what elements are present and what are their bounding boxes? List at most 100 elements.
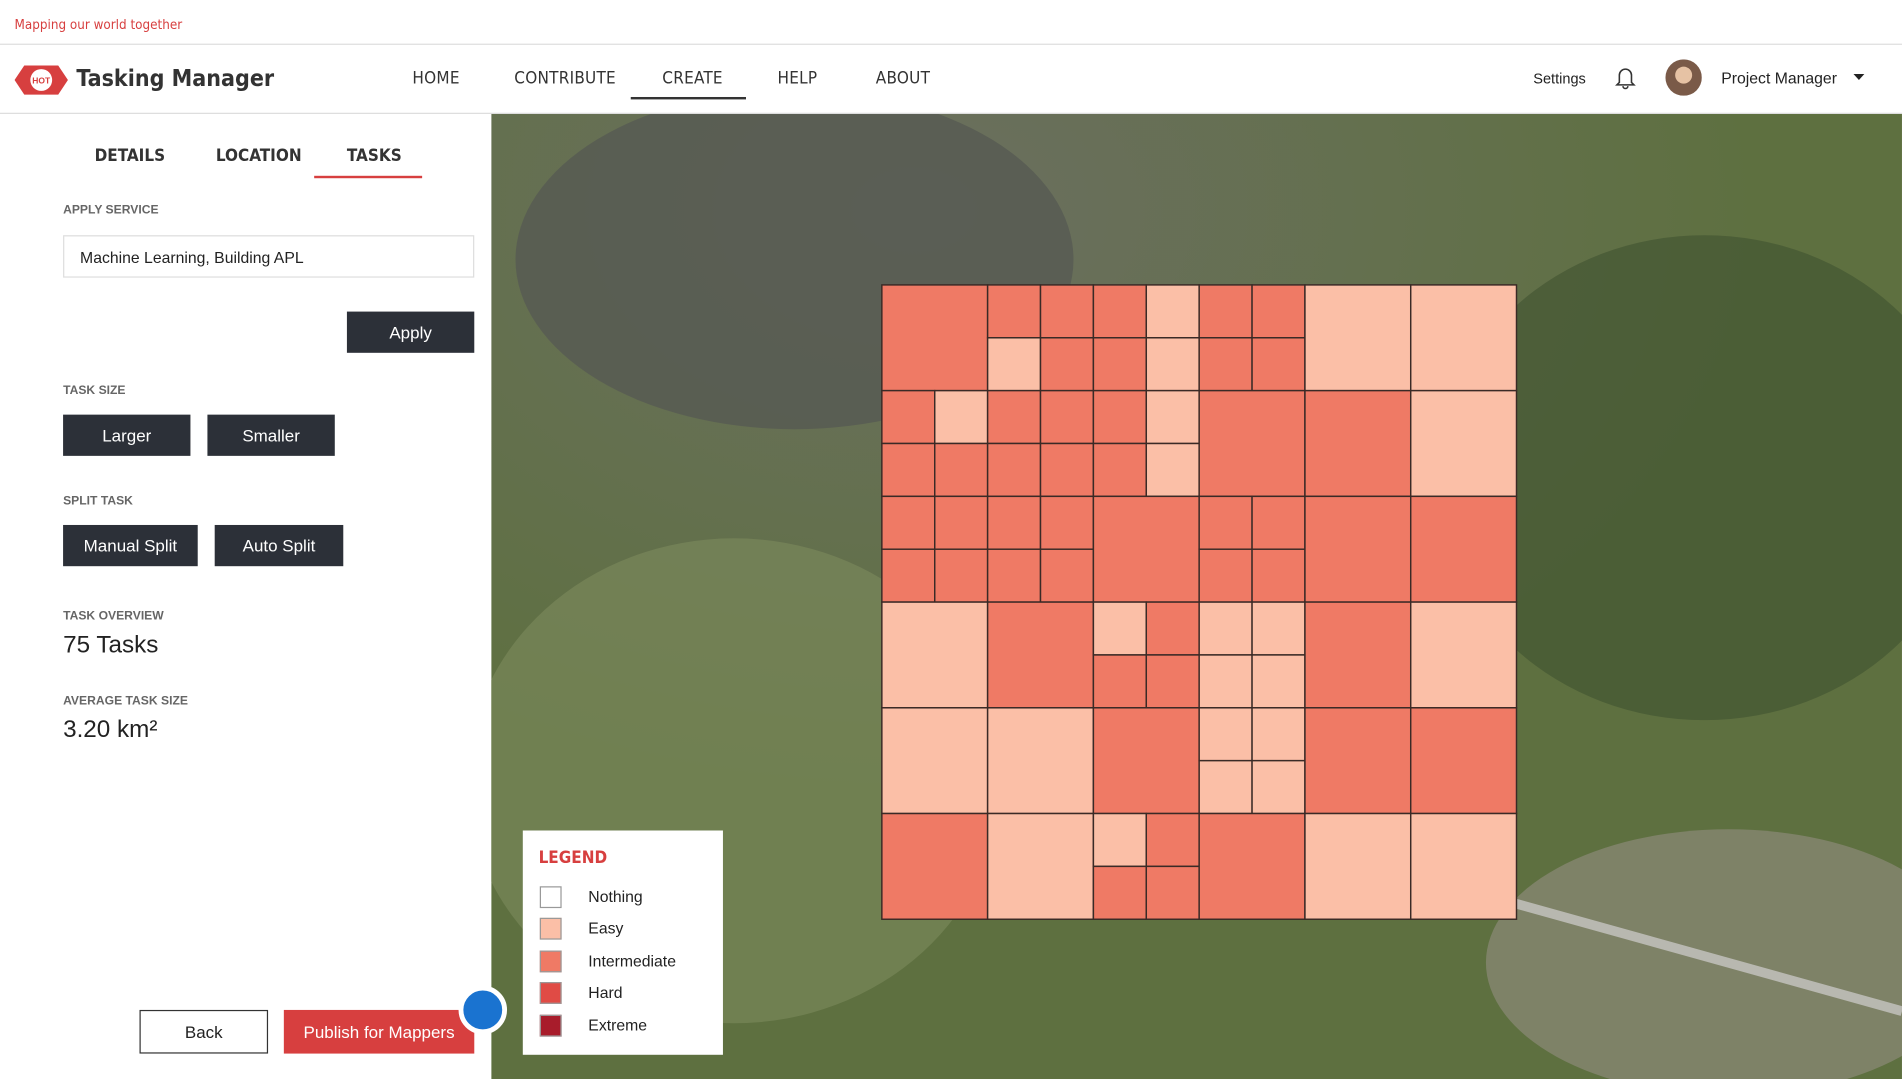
task-cell[interactable] [1251, 495, 1306, 550]
service-input[interactable]: Machine Learning, Building APL [63, 235, 475, 278]
nav-item[interactable]: CREATE [662, 69, 723, 89]
bell-icon[interactable] [1615, 65, 1637, 90]
task-cell[interactable] [1145, 389, 1200, 445]
task-cell[interactable] [1304, 389, 1412, 498]
task-cell[interactable] [934, 548, 989, 603]
task-cell[interactable] [1304, 284, 1412, 392]
task-cell[interactable] [986, 601, 1095, 709]
smaller-button[interactable]: Smaller [207, 414, 335, 456]
task-cell[interactable] [1092, 707, 1200, 815]
task-cell[interactable] [1145, 284, 1200, 339]
task-cell[interactable] [1198, 707, 1253, 762]
task-cell[interactable] [1145, 654, 1200, 709]
task-cell[interactable] [1198, 389, 1306, 498]
task-cell[interactable] [1039, 337, 1095, 392]
task-cell[interactable] [881, 495, 936, 550]
task-cell[interactable] [1092, 865, 1148, 920]
task-cell[interactable] [1039, 548, 1095, 603]
tab[interactable]: TASKS [346, 146, 402, 167]
task-cell[interactable] [1092, 284, 1148, 339]
user-name[interactable]: Project Manager [1721, 69, 1837, 88]
task-cell[interactable] [1145, 865, 1200, 920]
task-cell[interactable] [1409, 284, 1518, 392]
task-cell[interactable] [881, 442, 936, 498]
larger-button[interactable]: Larger [63, 414, 191, 456]
task-cell[interactable] [986, 389, 1042, 445]
task-cell[interactable] [1198, 284, 1253, 339]
tab[interactable]: LOCATION [215, 146, 302, 167]
task-cell[interactable] [1251, 601, 1306, 656]
caret[interactable] [1853, 73, 1865, 81]
task-cell[interactable] [1198, 495, 1253, 550]
task-cell[interactable] [1145, 337, 1200, 392]
task-cell[interactable] [1092, 337, 1148, 392]
task-cell[interactable] [1039, 442, 1095, 498]
nav-item[interactable]: HOME [412, 69, 460, 89]
task-cell[interactable] [1092, 442, 1148, 498]
task-cell[interactable] [1409, 601, 1518, 709]
task-cell[interactable] [1251, 707, 1306, 762]
task-cell[interactable] [986, 495, 1042, 550]
avatar[interactable] [1665, 59, 1702, 96]
task-cell[interactable] [1039, 495, 1095, 550]
task-cell[interactable] [1304, 707, 1412, 815]
nav-item[interactable]: ABOUT [875, 69, 931, 89]
task-cell[interactable] [986, 548, 1042, 603]
task-cell[interactable] [986, 707, 1095, 815]
task-cell[interactable] [1198, 654, 1253, 709]
legend-swatch [539, 1014, 562, 1037]
task-cell[interactable] [1198, 812, 1306, 920]
nav-item[interactable]: HELP [777, 69, 818, 89]
map[interactable] [491, 113, 1902, 1079]
task-cell[interactable] [881, 707, 989, 815]
task-cell[interactable] [1039, 389, 1095, 445]
task-cell[interactable] [1145, 812, 1200, 868]
task-cell[interactable] [881, 812, 989, 920]
task-cell[interactable] [1145, 442, 1200, 498]
task-cell[interactable] [1304, 812, 1412, 920]
task-cell[interactable] [986, 442, 1042, 498]
task-cell[interactable] [1251, 284, 1306, 339]
task-cell[interactable] [1092, 601, 1148, 656]
back-button[interactable]: Back [139, 1009, 269, 1054]
task-cell[interactable] [986, 284, 1042, 339]
task-cell[interactable] [1251, 548, 1306, 603]
locate-button[interactable] [458, 985, 510, 1037]
task-cell[interactable] [934, 442, 989, 498]
task-cell[interactable] [1198, 337, 1253, 392]
task-cell[interactable] [1039, 284, 1095, 339]
task-cell[interactable] [1304, 601, 1412, 709]
task-cell[interactable] [1092, 812, 1148, 868]
task-cell[interactable] [1198, 548, 1253, 603]
task-cell[interactable] [1198, 601, 1253, 656]
task-cell[interactable] [881, 284, 989, 392]
task-cell[interactable] [1092, 495, 1200, 603]
settings[interactable]: Settings [1533, 70, 1586, 88]
task-cell[interactable] [986, 812, 1095, 920]
publish-button[interactable]: Publish for Mappers [283, 1009, 475, 1054]
task-cell[interactable] [1251, 654, 1306, 709]
task-cell[interactable] [881, 548, 936, 603]
brand[interactable]: Tasking Manager [76, 65, 275, 93]
manual-split-button[interactable]: Manual Split [63, 524, 198, 567]
task-cell[interactable] [1092, 654, 1148, 709]
task-cell[interactable] [1145, 601, 1200, 656]
task-cell[interactable] [1092, 389, 1148, 445]
task-cell[interactable] [934, 389, 989, 445]
task-cell[interactable] [1304, 495, 1412, 603]
task-cell[interactable] [881, 601, 989, 709]
nav-item[interactable]: CONTRIBUTE [514, 69, 616, 89]
task-cell[interactable] [1251, 337, 1306, 392]
tab[interactable]: DETAILS [94, 146, 166, 167]
auto-split-button[interactable]: Auto Split [214, 524, 344, 567]
task-cell[interactable] [934, 495, 989, 550]
apply-button[interactable]: Apply [346, 311, 475, 353]
task-cell[interactable] [1409, 707, 1518, 815]
task-cell[interactable] [1198, 759, 1253, 815]
task-cell[interactable] [1409, 495, 1518, 603]
task-cell[interactable] [1409, 812, 1518, 920]
task-cell[interactable] [986, 337, 1042, 392]
task-cell[interactable] [881, 389, 936, 445]
task-cell[interactable] [1251, 759, 1306, 815]
task-cell[interactable] [1409, 389, 1518, 498]
